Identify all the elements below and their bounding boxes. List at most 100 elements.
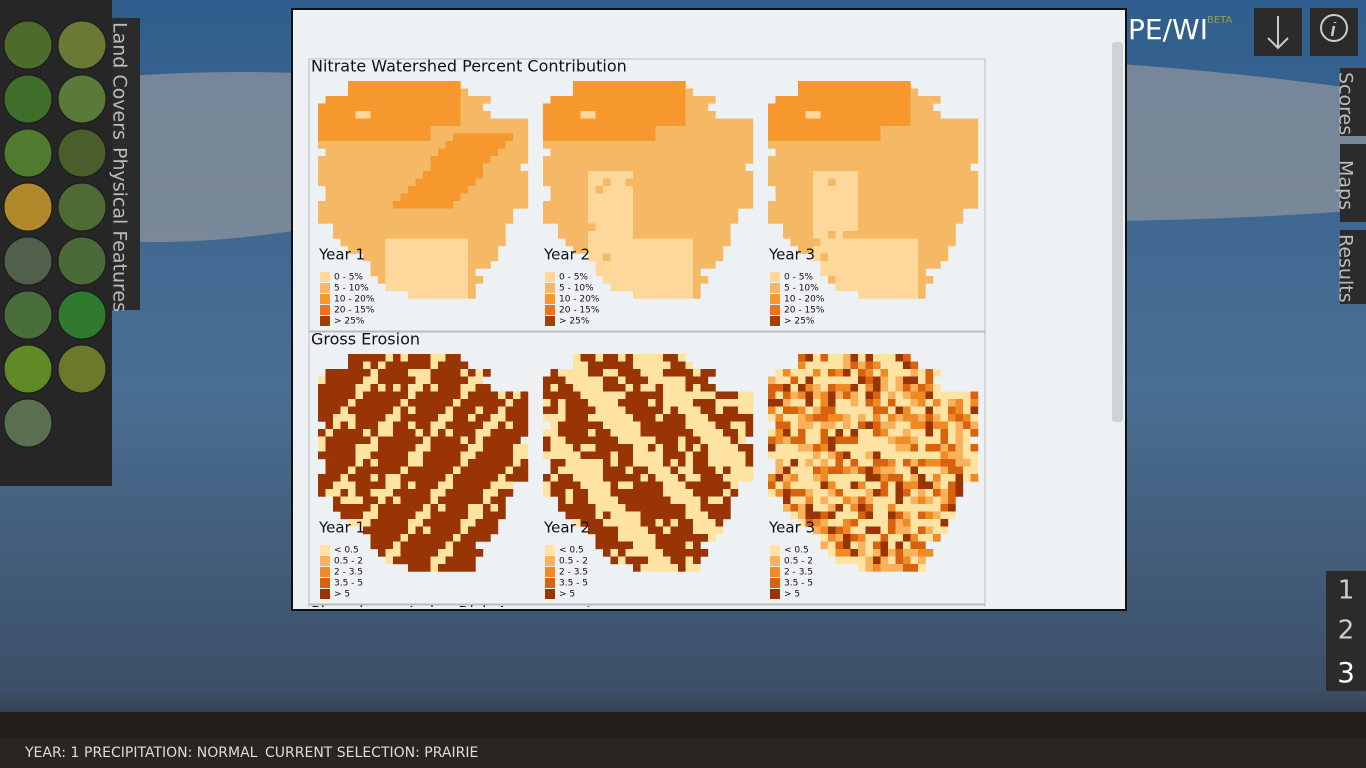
map-cell xyxy=(813,474,821,482)
map-cell xyxy=(828,111,836,119)
map-cell xyxy=(483,414,491,422)
map-cell xyxy=(693,459,701,467)
map-cell xyxy=(333,178,341,187)
scores-tab[interactable] xyxy=(1340,68,1366,136)
year-button-1[interactable]: 1 xyxy=(1338,576,1355,606)
land-cover-icon[interactable] xyxy=(57,290,107,340)
map-cell xyxy=(325,148,334,157)
map-cell xyxy=(925,421,934,430)
map-cell xyxy=(355,148,364,157)
map-cell xyxy=(355,126,364,134)
scrollbar-thumb[interactable] xyxy=(1112,42,1123,422)
land-cover-icon[interactable] xyxy=(3,74,53,124)
map-cell xyxy=(835,541,844,550)
year-button-2[interactable]: 2 xyxy=(1338,616,1355,646)
tab-results[interactable]: Results xyxy=(1335,234,1357,303)
map-cell xyxy=(348,511,356,520)
map-cell xyxy=(363,526,371,535)
map-cell xyxy=(933,496,941,505)
map-cell xyxy=(348,223,356,232)
map-cell xyxy=(670,556,679,565)
map-cell xyxy=(693,556,701,565)
map-cell xyxy=(400,436,409,445)
map-cell xyxy=(903,148,911,157)
map-cell xyxy=(370,459,379,467)
land-cover-icon[interactable] xyxy=(57,182,107,232)
map-cell xyxy=(565,459,574,467)
map-cell xyxy=(640,459,649,467)
map-cell xyxy=(595,436,604,445)
map-cell xyxy=(438,534,446,542)
map-cell xyxy=(648,451,656,460)
map-cell xyxy=(693,451,701,460)
land-cover-icon[interactable] xyxy=(3,182,53,232)
map-cell xyxy=(805,201,814,209)
map-cell xyxy=(318,156,326,164)
land-cover-icon[interactable] xyxy=(57,128,107,178)
map-cell xyxy=(520,118,529,127)
map-cell xyxy=(685,541,694,550)
map-cell xyxy=(865,376,874,385)
land-cover-icon[interactable] xyxy=(57,236,107,286)
map-cell xyxy=(685,384,694,392)
map-cell xyxy=(813,504,821,512)
map-cell xyxy=(850,526,859,535)
land-cover-icon[interactable] xyxy=(3,236,53,286)
tab-scores[interactable]: Scores xyxy=(1335,72,1357,135)
tab-land-covers[interactable]: Land Covers xyxy=(109,22,131,140)
tab-maps[interactable]: Maps xyxy=(1335,160,1357,210)
year-button-3[interactable]: 3 xyxy=(1337,656,1355,689)
map-cell xyxy=(415,231,424,239)
map-cell xyxy=(378,163,386,172)
map-cell xyxy=(415,148,424,157)
map-cell xyxy=(655,429,664,437)
legend-swatch xyxy=(320,272,330,282)
results-tab[interactable] xyxy=(1340,230,1366,304)
map-cell xyxy=(648,564,656,572)
map-cell xyxy=(858,88,866,97)
map-cell xyxy=(340,126,349,134)
map-cell xyxy=(423,459,431,467)
map-cell xyxy=(700,186,709,194)
land-cover-icon[interactable] xyxy=(3,128,53,178)
map-cell xyxy=(805,223,814,232)
maps-tab[interactable] xyxy=(1340,144,1366,222)
land-cover-icon[interactable] xyxy=(3,344,53,394)
map-cell xyxy=(325,156,334,164)
map-cell xyxy=(693,118,701,127)
map-cell xyxy=(888,564,896,572)
map-cell xyxy=(873,103,881,112)
map-cell xyxy=(948,126,956,134)
land-cover-icon[interactable] xyxy=(3,20,53,70)
map-cell xyxy=(378,504,386,512)
map-cell xyxy=(895,369,904,377)
map-cell xyxy=(378,376,386,385)
map-cell xyxy=(430,421,439,430)
tab-physical-features[interactable]: Physical Features xyxy=(109,147,131,312)
map-cell xyxy=(460,186,469,194)
land-cover-icon[interactable] xyxy=(3,290,53,340)
map-cell xyxy=(370,141,379,149)
land-cover-icon[interactable] xyxy=(57,74,107,124)
side-tab[interactable] xyxy=(112,18,140,310)
map-cell xyxy=(415,291,424,299)
map-cell xyxy=(873,526,881,535)
map-cell xyxy=(438,103,446,112)
map-cell xyxy=(490,193,499,202)
map-cell xyxy=(895,88,904,97)
map-cell xyxy=(910,141,919,149)
land-cover-icon[interactable] xyxy=(3,398,53,448)
map-cell xyxy=(603,111,611,119)
map-cell xyxy=(370,216,379,224)
map-cell xyxy=(640,171,649,179)
map-cell xyxy=(325,451,334,460)
map-cell xyxy=(663,163,671,172)
map-cell xyxy=(888,541,896,550)
map-cell xyxy=(745,171,754,179)
map-cell xyxy=(460,118,469,127)
map-cell xyxy=(595,261,604,269)
map-cell xyxy=(333,141,341,149)
land-cover-icon[interactable] xyxy=(57,344,107,394)
land-cover-icon[interactable] xyxy=(57,20,107,70)
map-cell xyxy=(670,96,679,104)
